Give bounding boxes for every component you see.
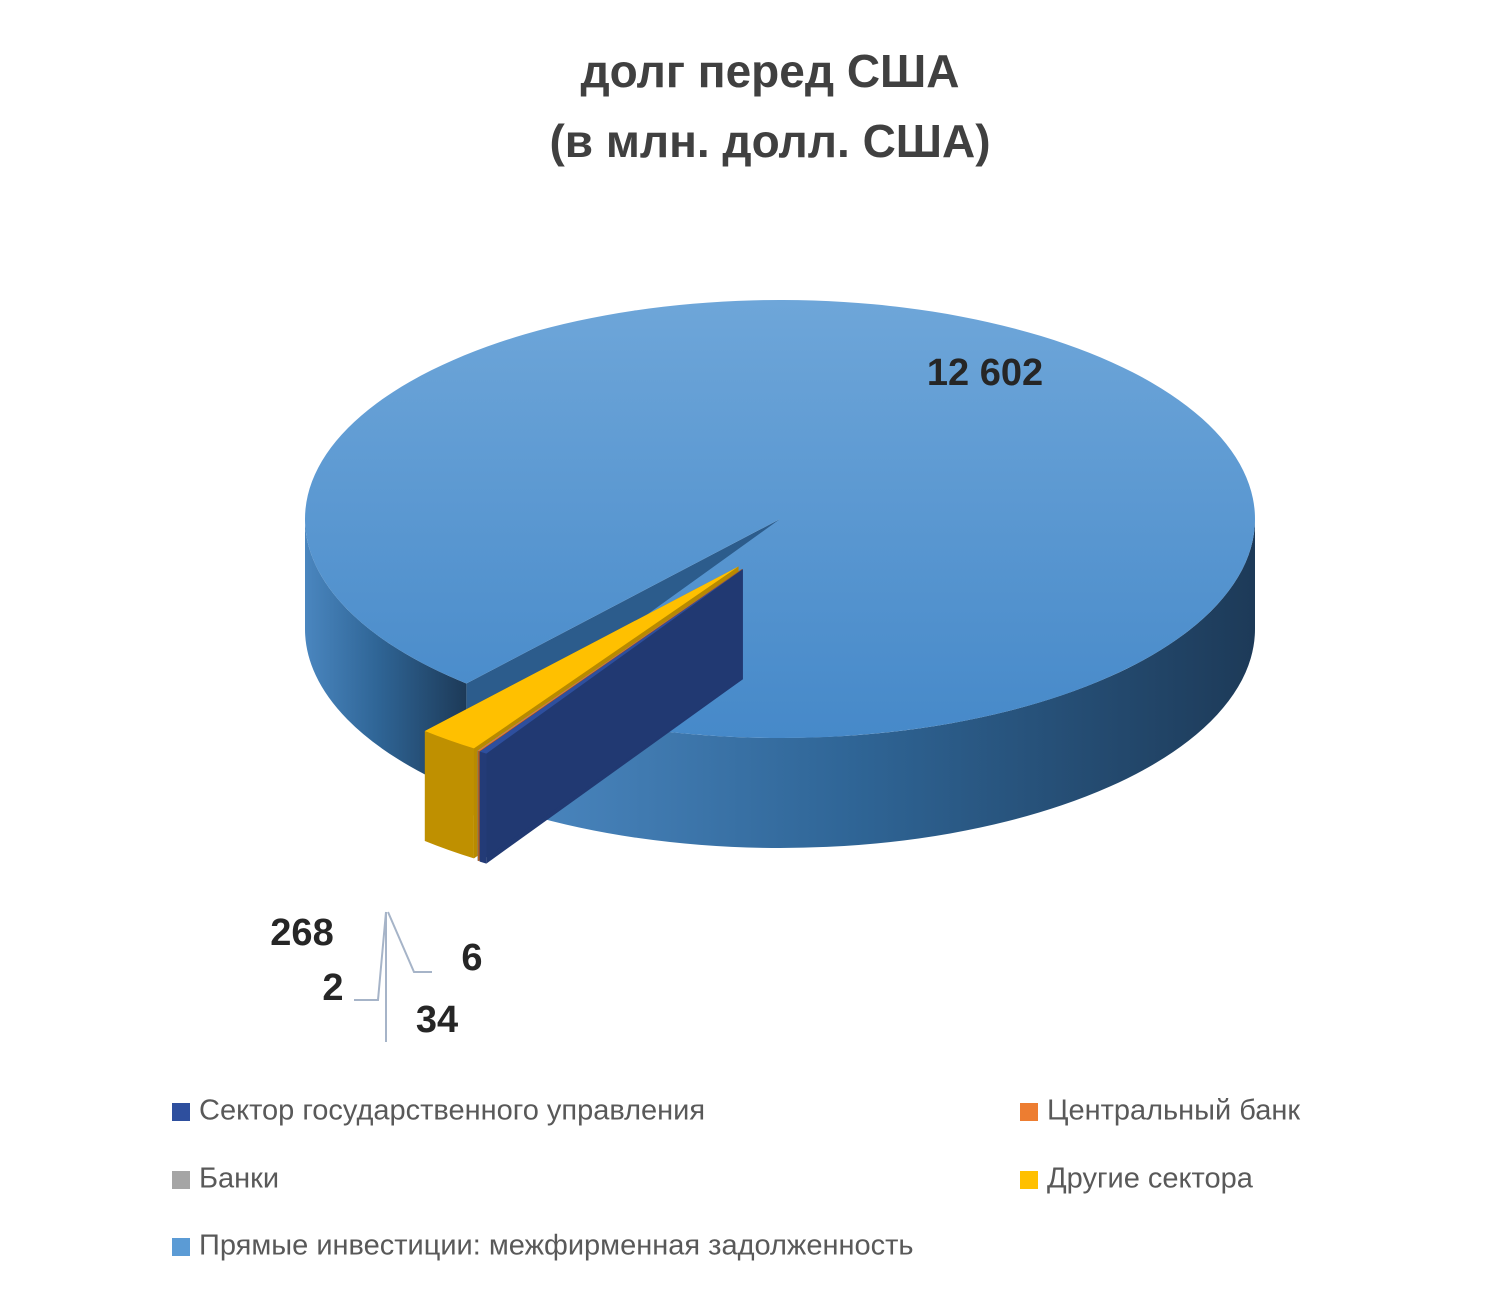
data-label: 2 bbox=[322, 967, 343, 1009]
legend-label: Сектор государственного управления bbox=[199, 1095, 705, 1127]
legend-label: Прямые инвестиции: межфирменная задолжен… bbox=[199, 1230, 914, 1262]
legend-label: Другие сектора bbox=[1047, 1163, 1254, 1195]
legend-swatch bbox=[172, 1238, 190, 1256]
legend-swatch bbox=[172, 1171, 190, 1189]
slice-side bbox=[425, 731, 474, 858]
pie bbox=[305, 300, 1255, 864]
leader-line bbox=[354, 912, 386, 1000]
leader-line bbox=[388, 912, 432, 972]
slice-side bbox=[478, 751, 479, 861]
legend-swatch bbox=[172, 1103, 190, 1121]
legend: Сектор государственного управления Центра… bbox=[172, 1095, 1300, 1262]
legend-label: Центральный банк bbox=[1047, 1095, 1300, 1127]
legend-swatch bbox=[1020, 1171, 1038, 1189]
data-label: 268 bbox=[270, 912, 333, 954]
data-label: 34 bbox=[416, 999, 458, 1041]
legend-swatch bbox=[1020, 1103, 1038, 1121]
legend-label: Банки bbox=[199, 1163, 279, 1195]
slice-side bbox=[480, 752, 487, 864]
data-label: 6 bbox=[461, 937, 482, 979]
chart-title: долг перед США bbox=[580, 45, 959, 97]
data-label: 12 602 bbox=[927, 352, 1043, 394]
slice-top bbox=[305, 300, 1255, 738]
chart-subtitle: (в млн. долл. США) bbox=[549, 115, 990, 167]
